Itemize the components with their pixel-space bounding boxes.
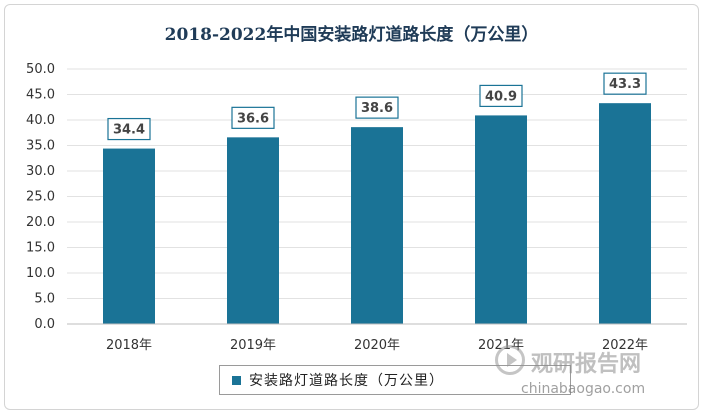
x-tick-label: 2019年 — [230, 338, 276, 353]
bar — [227, 137, 279, 324]
y-tick-label: 45.0 — [26, 88, 55, 103]
data-label-box — [231, 106, 275, 129]
data-label: 38.6 — [361, 101, 393, 116]
y-tick-label: 35.0 — [26, 139, 55, 154]
y-tick-label: 15.0 — [26, 241, 55, 256]
data-label: 40.9 — [485, 89, 517, 104]
y-tick-label: 5.0 — [34, 292, 55, 307]
data-label: 34.4 — [113, 123, 145, 138]
bar — [103, 148, 155, 324]
data-label-box — [603, 72, 647, 95]
chart-frame: 2018-2022年中国安装路灯道路长度（万公里） 0.0 5.0 10.0 15.0… — [4, 4, 699, 410]
y-tick-label: 50.0 — [26, 62, 55, 77]
y-tick-label: 0.0 — [34, 317, 55, 332]
x-tick-label: 2021年 — [478, 338, 524, 353]
y-tick-label: 25.0 — [26, 190, 55, 205]
legend-swatch — [232, 375, 241, 385]
y-tick-label: 20.0 — [26, 215, 55, 230]
x-tick-label: 2018年 — [106, 338, 152, 353]
bar — [599, 103, 651, 324]
y-tick-label: 10.0 — [26, 266, 55, 281]
legend-label: 安装路灯道路长度（万公里） — [249, 373, 444, 389]
x-tick-label: 2022年 — [602, 338, 648, 353]
data-label-box — [107, 117, 151, 141]
legend: 安装路灯道路长度（万公里） — [219, 365, 571, 395]
chart-title: 2018-2022年中国安装路灯道路长度（万公里） — [164, 25, 539, 45]
x-axis: 2018年 2019年 2020年 2021年 2022年 — [67, 323, 687, 353]
data-label: 43.3 — [609, 77, 641, 92]
bar — [475, 115, 527, 324]
data-label-box — [355, 96, 399, 119]
data-label-box — [479, 84, 523, 108]
y-tick-label: 30.0 — [26, 164, 55, 179]
y-axis: 0.0 5.0 10.0 15.0 20.0 25.0 30.0 35.0 40.0 45.0 50… — [26, 62, 55, 332]
data-labels: 34.4 36.6 38.6 40.9 43.3 — [107, 72, 647, 141]
x-tick-label: 2020年 — [354, 338, 400, 353]
bars — [103, 103, 651, 324]
y-tick-label: 40.0 — [26, 113, 55, 128]
bar-chart: 0.0 5.0 10.0 15.0 20.0 25.0 30.0 35.0 40.0 45.0 50… — [26, 62, 687, 353]
data-label: 36.6 — [237, 111, 269, 126]
bar — [351, 127, 403, 324]
